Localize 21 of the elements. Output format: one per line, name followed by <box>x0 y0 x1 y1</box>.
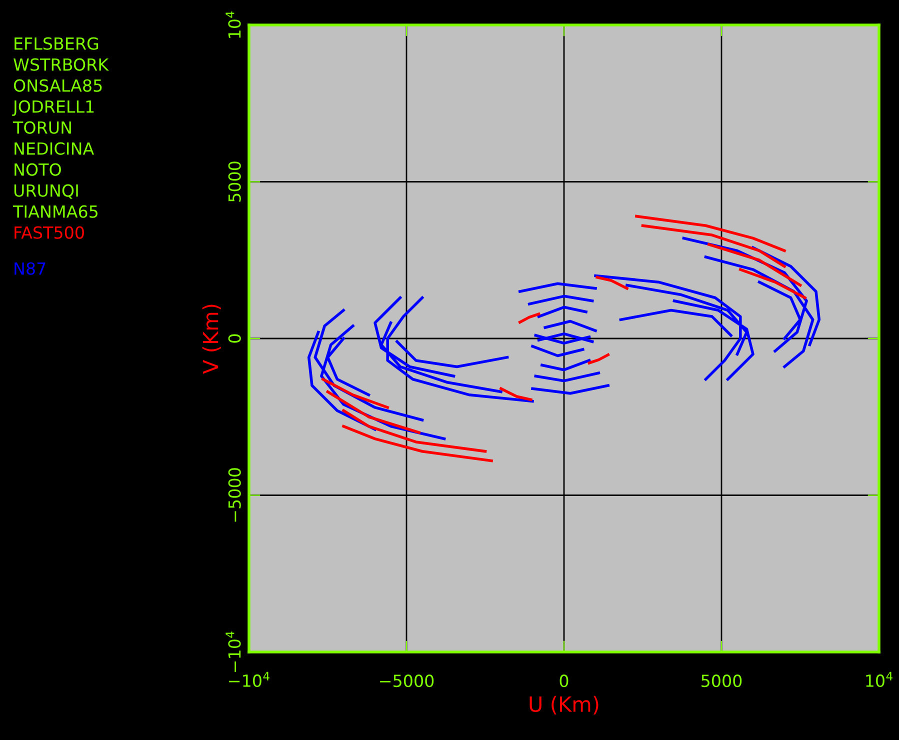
x-tick-label: 0 <box>560 674 568 688</box>
text: NOTO <box>14 163 61 176</box>
text: URUNQI <box>14 184 78 199</box>
text: N87 <box>14 262 46 275</box>
text: EFLSBERG <box>14 37 98 50</box>
x-axis-title: U (Km) <box>530 696 598 714</box>
text: TIANMA65 <box>12 205 98 218</box>
text: ONSALA85 <box>14 79 102 92</box>
y-axis-title: V (Km) <box>202 304 221 374</box>
y-tick-label: −5000 <box>228 468 241 522</box>
text: NEDICINA <box>14 142 94 155</box>
x-tick-label: 10$^{4}$ <box>866 672 892 688</box>
x-tick-label: 5000 <box>702 674 742 688</box>
x-tick-label: −5000 <box>380 674 434 688</box>
y-tick-label: 10$^{4}$ <box>226 12 241 38</box>
text: FAST500 <box>14 226 84 239</box>
text: JODRELL1 <box>12 100 94 116</box>
text: TORUN <box>12 121 71 134</box>
y-tick-label: 0 <box>228 334 241 343</box>
text: WSTRBORK <box>14 58 109 71</box>
y-tick-label: 5000 <box>228 162 241 202</box>
